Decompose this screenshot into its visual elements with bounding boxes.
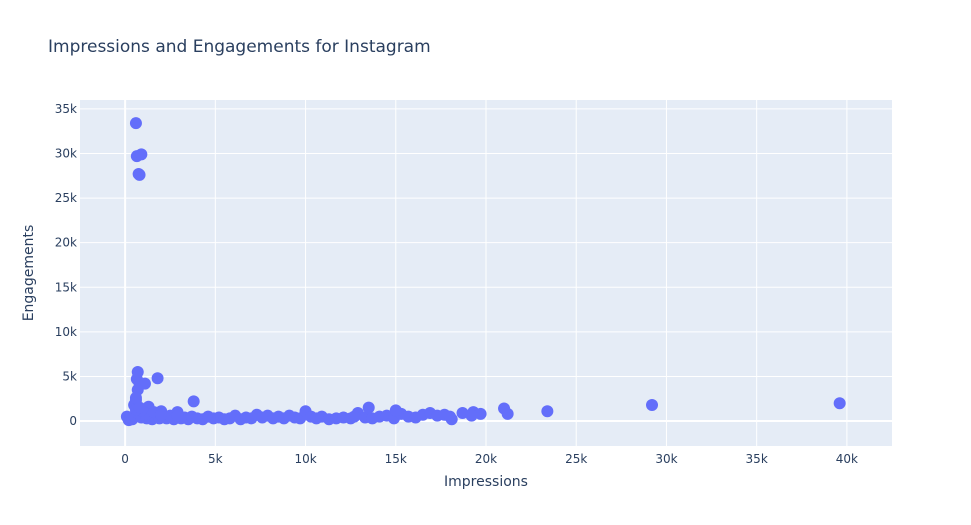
- y-tick-labels: 0 5k 10k 15k 20k 25k 30k 35k: [55, 102, 77, 428]
- data-point[interactable]: [171, 409, 184, 422]
- x-tick-label: 10k: [294, 452, 316, 466]
- chart-title: Impressions and Engagements for Instagra…: [48, 37, 431, 57]
- data-point[interactable]: [133, 401, 146, 414]
- data-point[interactable]: [443, 410, 456, 423]
- data-point[interactable]: [135, 148, 148, 161]
- grid-layer: [80, 100, 892, 446]
- x-tick-labels: 0 5k 10k 15k 20k 25k 30k 35k 40k: [121, 452, 858, 466]
- y-tick-label: 25k: [55, 191, 77, 205]
- data-point[interactable]: [541, 405, 554, 418]
- data-point[interactable]: [131, 365, 144, 378]
- data-point[interactable]: [155, 408, 168, 421]
- y-tick-label: 35k: [55, 102, 77, 116]
- data-point[interactable]: [474, 407, 487, 420]
- data-point[interactable]: [646, 398, 659, 411]
- x-tick-label: 15k: [385, 452, 407, 466]
- x-tick-label: 40k: [836, 452, 858, 466]
- y-tick-label: 10k: [55, 325, 77, 339]
- x-axis-title: Impressions: [444, 474, 528, 490]
- data-point[interactable]: [129, 391, 142, 404]
- y-tick-label: 15k: [55, 280, 77, 294]
- x-tick-label: 35k: [746, 452, 768, 466]
- y-tick-label: 0: [69, 414, 77, 428]
- x-tick-label: 0: [121, 452, 129, 466]
- data-point[interactable]: [465, 409, 478, 422]
- data-point[interactable]: [833, 397, 846, 410]
- y-tick-label: 5k: [62, 369, 77, 383]
- x-tick-label: 30k: [655, 452, 677, 466]
- data-point[interactable]: [456, 407, 469, 420]
- y-axis-title: Engagements: [21, 225, 37, 322]
- data-point[interactable]: [129, 117, 142, 130]
- data-point[interactable]: [362, 401, 375, 414]
- y-tick-label: 20k: [55, 236, 77, 250]
- data-point[interactable]: [151, 372, 164, 385]
- x-tick-label: 5k: [208, 452, 223, 466]
- y-tick-label: 30k: [55, 147, 77, 161]
- data-point[interactable]: [501, 407, 514, 420]
- x-tick-label: 25k: [565, 452, 587, 466]
- data-point[interactable]: [133, 168, 146, 181]
- points-layer: [120, 117, 846, 427]
- data-point[interactable]: [348, 410, 361, 423]
- data-point[interactable]: [187, 395, 200, 408]
- x-tick-label: 20k: [475, 452, 497, 466]
- data-point[interactable]: [389, 404, 402, 417]
